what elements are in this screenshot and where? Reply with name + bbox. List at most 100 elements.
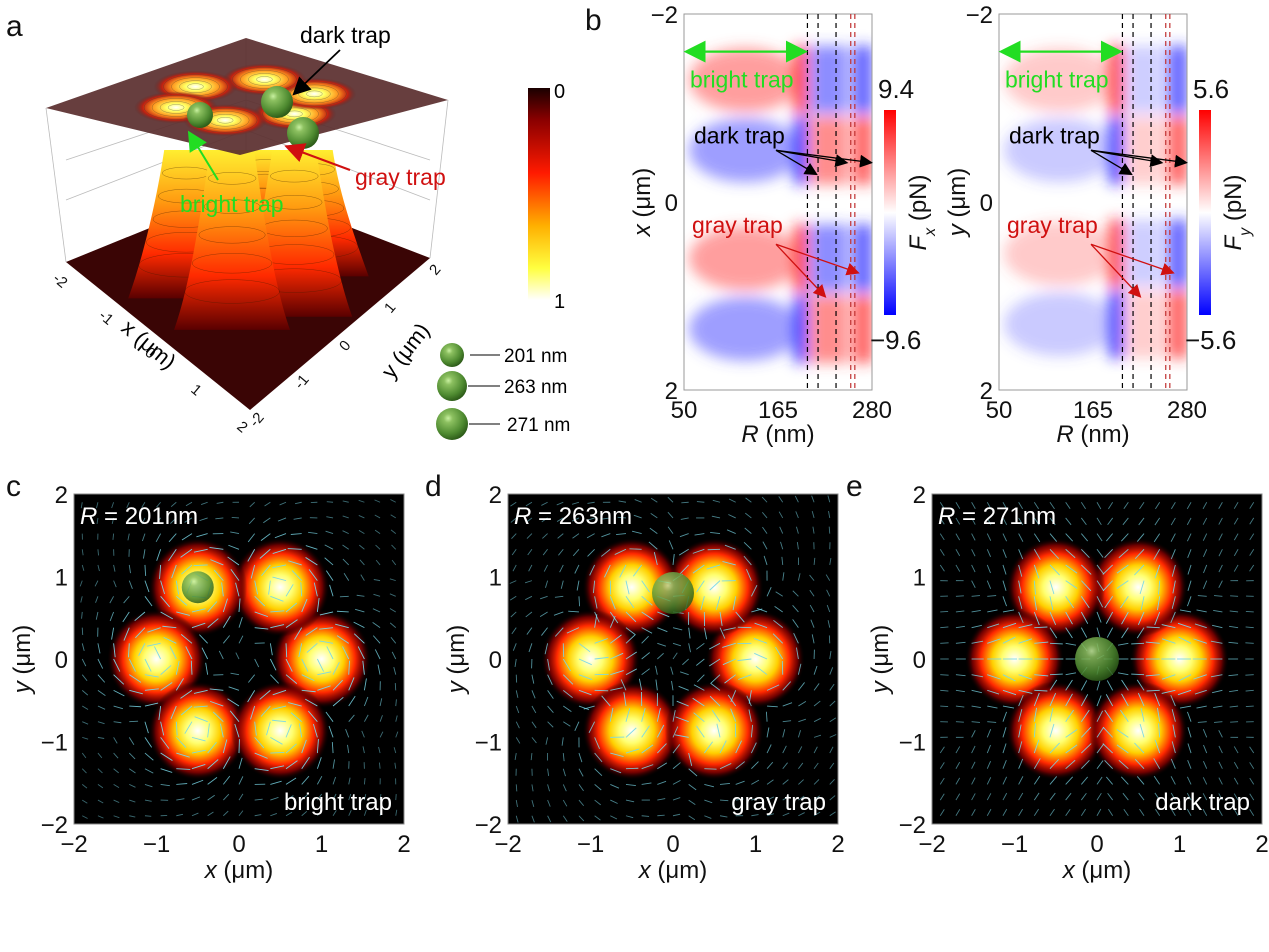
force-arrow [254, 627, 269, 630]
force-arrow [782, 702, 793, 707]
force-arrow [1049, 776, 1058, 785]
force-arrow [261, 564, 271, 577]
force-arrow [829, 667, 834, 675]
force-arrow [525, 595, 533, 601]
x-tick-label: −1 [577, 831, 604, 858]
force-arrow [331, 742, 334, 754]
force-arrow [1229, 610, 1239, 613]
force-arrow [207, 759, 219, 770]
force-arrow [176, 768, 191, 770]
force-arrow [1080, 680, 1088, 691]
force-arrow [1233, 809, 1239, 816]
force-arrow [610, 652, 624, 660]
force-arrow [153, 646, 162, 660]
force-arrow [316, 775, 323, 785]
force-arrow [1080, 726, 1092, 738]
force-arrow [1018, 758, 1024, 769]
force-arrow [97, 658, 104, 669]
force-arrow [782, 812, 790, 817]
force-arrow [193, 705, 208, 708]
force-arrow [175, 721, 178, 736]
force-arrow [1104, 709, 1114, 722]
force-arrow [754, 622, 768, 629]
force-arrow [1139, 723, 1145, 738]
force-arrow [1136, 776, 1145, 785]
force-arrow [971, 730, 976, 738]
force-arrow [811, 634, 815, 644]
force-arrow [160, 580, 166, 595]
y-axis-label: y (μm) [867, 625, 894, 695]
force-arrow [667, 496, 674, 503]
force-arrow [641, 595, 653, 606]
force-arrow [655, 679, 658, 691]
force-arrow [955, 502, 961, 509]
force-arrow [1034, 674, 1049, 677]
force-arrow [751, 814, 759, 817]
force-arrow [269, 643, 273, 656]
force-arrow [583, 705, 595, 710]
force-arrow [191, 763, 206, 770]
legend-ball-201 [440, 343, 464, 367]
force-arrow [955, 721, 964, 723]
force-arrow [971, 502, 976, 510]
force-arrow [316, 757, 322, 769]
projection-lobe [222, 63, 307, 96]
force-arrow [813, 779, 820, 785]
force-arrow [325, 530, 334, 535]
force-arrow [300, 582, 303, 597]
force-arrow [667, 526, 674, 534]
force-arrow [1161, 689, 1176, 694]
force-arrow [672, 797, 681, 801]
force-arrow [175, 580, 180, 595]
x-tick-label: −2 [918, 831, 945, 858]
force-arrow [1213, 705, 1223, 709]
force-arrow [675, 716, 689, 723]
force-arrow [1170, 776, 1176, 785]
force-arrow [324, 557, 334, 566]
force-arrow [1096, 743, 1105, 754]
force-arrow [572, 548, 580, 557]
force-arrow [113, 784, 120, 789]
force-arrow [696, 725, 705, 738]
force-arrow [306, 642, 318, 653]
force-arrow [212, 711, 224, 723]
force-arrow [348, 793, 352, 801]
intensity-lobe [664, 537, 764, 637]
force-arrow [1177, 622, 1192, 629]
force-arrow [782, 681, 792, 691]
force-arrow [625, 815, 634, 819]
force-arrow [1081, 760, 1090, 770]
force-arrow [672, 642, 682, 647]
force-arrow [109, 611, 115, 622]
force-arrow [828, 526, 831, 534]
annotation-bright-trap: bright trap [690, 67, 794, 93]
force-arrow [111, 502, 115, 509]
force-arrow [82, 736, 89, 740]
force-arrow [986, 808, 992, 816]
force-arrow [200, 501, 208, 506]
force-arrow [238, 776, 244, 785]
force-arrow [610, 687, 623, 691]
force-arrow [1096, 726, 1105, 738]
force-arrow [543, 564, 549, 572]
y-axis-label: y (μm) [944, 168, 971, 238]
force-arrow [390, 636, 397, 644]
force-arrow [175, 737, 187, 748]
annotation-dark-trap: dark trap [694, 123, 785, 149]
y-axis-label: y (μm) [376, 318, 434, 383]
force-arrow [971, 705, 981, 709]
force-arrow [1002, 760, 1007, 769]
force-arrow [1228, 674, 1239, 677]
force-arrow [1194, 623, 1207, 629]
force-arrow [745, 512, 752, 519]
force-arrow [1145, 641, 1160, 644]
force-arrow [601, 695, 611, 707]
force-region [794, 116, 808, 185]
force-arrow [578, 752, 583, 763]
force-arrow [348, 677, 355, 691]
force-arrow [766, 761, 774, 770]
force-arrow [1018, 638, 1033, 644]
force-arrow [1186, 776, 1192, 785]
force-arrow [620, 679, 627, 691]
force-arrow [81, 674, 88, 682]
